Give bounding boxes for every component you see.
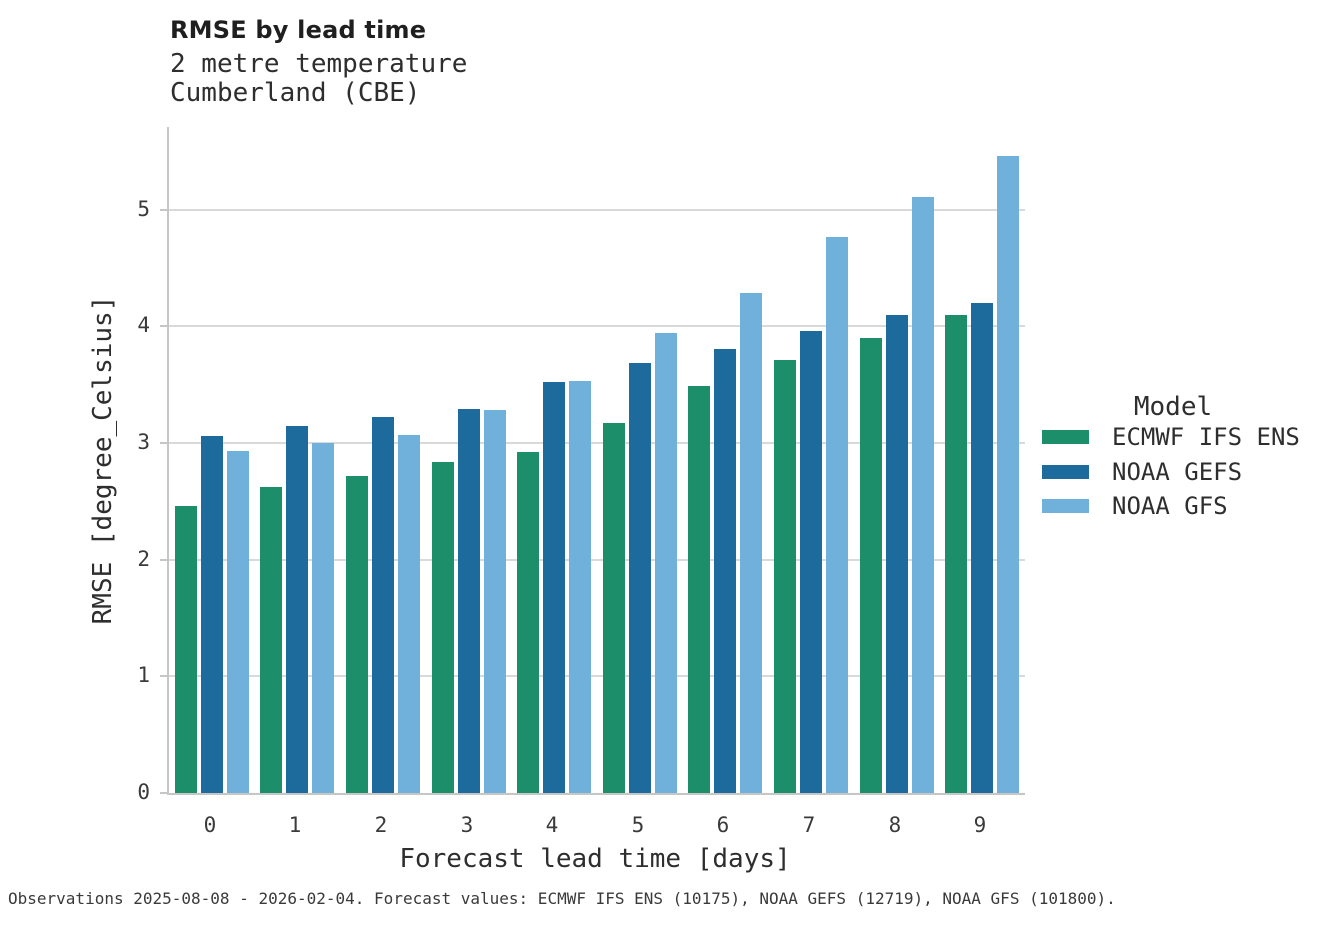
y-tick-mark-4	[160, 325, 167, 328]
legend-label: ECMWF IFS ENS	[1112, 423, 1300, 452]
y-tick-mark-1	[160, 675, 167, 678]
legend-swatch	[1042, 430, 1089, 445]
legend: Model ECMWF IFS ENS NOAA GEFS NOAA GFS	[1042, 392, 1304, 524]
x-tick-label-6: 6	[716, 813, 730, 837]
bar-noaa-gfs-lead-7	[826, 237, 848, 793]
x-tick-label-1: 1	[288, 813, 302, 837]
bar-noaa-gefs-lead-5	[629, 363, 651, 793]
bar-ecmwf-ifs-ens-lead-0	[175, 506, 197, 793]
bar-ecmwf-ifs-ens-lead-2	[346, 476, 368, 793]
x-axis-label: Forecast lead time [days]	[399, 844, 791, 874]
x-tick-label-4: 4	[545, 813, 559, 837]
y-tick-mark-5	[160, 208, 167, 211]
x-tick-label-0: 0	[203, 813, 217, 837]
legend-entry-noaa-gfs: NOAA GFS	[1042, 489, 1304, 524]
gridline-y-2	[169, 558, 1025, 561]
bar-ecmwf-ifs-ens-lead-5	[603, 423, 625, 793]
bar-ecmwf-ifs-ens-lead-7	[774, 360, 796, 793]
legend-entry-ecmwf-ifs-ens: ECMWF IFS ENS	[1042, 420, 1304, 455]
y-tick-label-1: 1	[137, 663, 150, 688]
bar-noaa-gefs-lead-9	[971, 303, 993, 793]
legend-swatch	[1042, 464, 1089, 479]
y-tick-label-0: 0	[137, 780, 150, 804]
bar-noaa-gfs-lead-3	[484, 410, 506, 793]
bar-noaa-gefs-lead-1	[286, 426, 308, 793]
bar-noaa-gefs-lead-2	[372, 417, 394, 793]
legend-title: Model	[1133, 392, 1213, 422]
bar-ecmwf-ifs-ens-lead-9	[945, 315, 967, 793]
legend-swatch	[1042, 499, 1089, 514]
gridline-y-3	[169, 442, 1025, 445]
chart-title: RMSE by lead time	[170, 16, 427, 44]
chart-subtitle: 2 metre temperature Cumberland (CBE)	[170, 50, 467, 108]
y-tick-mark-3	[160, 442, 167, 445]
bar-noaa-gfs-lead-0	[227, 451, 249, 793]
bar-ecmwf-ifs-ens-lead-1	[260, 487, 282, 793]
bar-noaa-gfs-lead-6	[740, 293, 762, 793]
bar-noaa-gefs-lead-4	[543, 382, 565, 793]
bar-ecmwf-ifs-ens-lead-4	[517, 452, 539, 793]
plot-area	[160, 127, 1025, 795]
bar-ecmwf-ifs-ens-lead-8	[860, 338, 882, 793]
bar-noaa-gefs-lead-6	[714, 349, 736, 793]
legend-label: NOAA GFS	[1112, 492, 1228, 521]
gridline-y-1	[169, 675, 1025, 678]
x-tick-label-7: 7	[802, 813, 816, 837]
y-tick-label-2: 2	[137, 546, 150, 571]
gridline-y-4	[169, 325, 1025, 328]
y-tick-label-5: 5	[137, 196, 150, 221]
bar-noaa-gefs-lead-7	[800, 331, 822, 793]
legend-label: NOAA GEFS	[1112, 457, 1243, 486]
y-tick-mark-0	[160, 792, 167, 794]
bar-noaa-gefs-lead-0	[201, 436, 223, 793]
bar-noaa-gfs-lead-9	[997, 156, 1019, 793]
bar-noaa-gfs-lead-8	[912, 197, 934, 793]
bar-ecmwf-ifs-ens-lead-3	[432, 462, 454, 793]
gridline-y-5	[169, 208, 1025, 211]
bar-noaa-gefs-lead-3	[458, 409, 480, 793]
chart-subtitle-line2: Cumberland (CBE)	[170, 78, 421, 108]
x-tick-label-5: 5	[631, 813, 645, 837]
chart-subtitle-line1: 2 metre temperature	[170, 49, 468, 79]
bar-noaa-gefs-lead-8	[886, 315, 908, 793]
legend-entry-noaa-gefs: NOAA GEFS	[1042, 455, 1304, 490]
x-tick-label-9: 9	[973, 813, 987, 837]
x-tick-label-3: 3	[460, 813, 474, 837]
y-axis-label: RMSE [degree_Celsius]	[88, 295, 118, 625]
y-tick-mark-2	[160, 558, 167, 561]
bar-noaa-gfs-lead-4	[569, 381, 591, 793]
bar-noaa-gfs-lead-5	[655, 333, 677, 793]
bar-ecmwf-ifs-ens-lead-6	[688, 386, 710, 793]
x-tick-label-2: 2	[374, 813, 388, 837]
y-tick-label-3: 3	[137, 430, 150, 455]
y-tick-label-4: 4	[137, 313, 150, 338]
x-tick-label-8: 8	[888, 813, 902, 837]
bar-noaa-gfs-lead-1	[312, 443, 334, 793]
footer-note: Observations 2025-08-08 - 2026-02-04. Fo…	[8, 889, 1116, 908]
bar-noaa-gfs-lead-2	[398, 435, 420, 793]
